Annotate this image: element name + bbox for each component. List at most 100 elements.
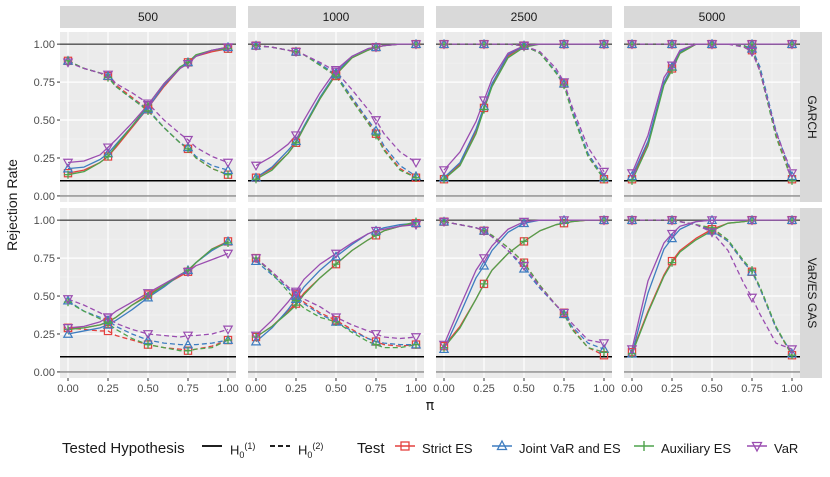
marker-triangle-down (438, 217, 450, 228)
marker-triangle-down (438, 40, 450, 50)
marker-triangle-down (746, 216, 758, 226)
marker-triangle-down (330, 67, 342, 77)
x-tick-label: 1.00 (781, 383, 802, 395)
legend-key-solid (202, 445, 222, 447)
marker-triangle-down (410, 158, 422, 168)
marker-plus (143, 340, 153, 349)
marker-plus (519, 237, 529, 246)
marker-triangle-down (330, 249, 342, 259)
y-tick-label: 0.50 (34, 291, 55, 303)
marker-triangle-down (558, 216, 570, 226)
marker-triangle-down (786, 40, 798, 50)
legend-label-strict-es: Strict ES (422, 441, 473, 456)
marker-triangle-down (746, 293, 758, 303)
legend-hypothesis-title: Tested Hypothesis (62, 440, 185, 457)
marker-triangle-down (626, 169, 638, 179)
series-line-var-h1 (631, 219, 792, 350)
marker-plus (439, 175, 449, 184)
marker-triangle-down (786, 216, 798, 226)
marker-triangle-down (478, 40, 490, 50)
marker-triangle-up (666, 232, 678, 243)
facet-strip-row-label: GARCH (805, 95, 819, 138)
facet-strip-row-garch (800, 32, 822, 202)
marker-triangle-down (142, 100, 154, 111)
marker-plus (747, 266, 757, 275)
panel-var-es-gas-5000: 0.00 0.25 0.50 0.75 1.00 (621, 208, 803, 395)
marker-plus (479, 105, 489, 114)
marker-triangle-down (706, 40, 718, 50)
marker-triangle-down (250, 254, 262, 264)
marker-triangle-down (102, 143, 114, 153)
marker-triangle-down (370, 116, 382, 126)
legend-label-joint: Joint VaR and ES (519, 441, 621, 456)
marker-triangle-down (142, 99, 154, 109)
marker-plus (371, 340, 381, 349)
marker-triangle-down (438, 340, 450, 351)
marker-triangle-down (518, 217, 530, 228)
x-tick-label: 0.25 (285, 383, 306, 395)
marker-triangle-down (370, 330, 382, 340)
marker-triangle-down (438, 166, 450, 176)
x-tick-label: 0.75 (741, 383, 762, 395)
marker-triangle-down (598, 216, 610, 226)
marker-triangle-down (102, 70, 114, 80)
marker-plus (183, 144, 193, 153)
marker-plus (479, 279, 489, 288)
marker-triangle-up (102, 319, 114, 329)
marker-triangle-down (786, 345, 798, 355)
marker-triangle-up (250, 255, 262, 266)
x-tick-label: 0.25 (473, 383, 494, 395)
facet-strip-col-500 (60, 6, 236, 28)
marker-triangle-down (746, 47, 758, 58)
marker-triangle-down (370, 226, 382, 237)
marker-plus (223, 335, 233, 345)
series-line-var-h2 (255, 45, 417, 164)
legend-label-h2: H0(2) (298, 441, 324, 460)
marker-triangle-down (626, 216, 638, 226)
y-tick-label: 0.75 (34, 253, 55, 265)
marker-triangle-down (182, 135, 194, 146)
panel-garch-1000 (248, 32, 424, 202)
facet-strip-row-label: VaR/ES GAS (805, 258, 819, 328)
marker-triangle-up (410, 217, 422, 228)
x-tick-label: 0.75 (177, 383, 198, 395)
marker-plus (223, 238, 233, 248)
marker-triangle-up (478, 260, 490, 270)
marker-triangle-up (746, 266, 758, 276)
marker-triangle-down (142, 289, 154, 299)
marker-plus (251, 175, 261, 184)
marker-triangle-down (598, 40, 610, 50)
series-line-joint-var-and-es-h2 (67, 300, 229, 346)
series-line-var-h2 (67, 298, 229, 338)
y-tick-label: 0.00 (34, 367, 55, 379)
marker-triangle-down (290, 287, 302, 297)
marker-triangle-down (598, 339, 610, 349)
marker-triangle-down (410, 40, 422, 50)
marker-triangle-down (290, 131, 302, 141)
marker-triangle-down (62, 158, 74, 168)
y-tick-label: 0.25 (34, 153, 55, 165)
marker-plus (183, 346, 193, 355)
marker-plus (371, 131, 381, 140)
legend-label-auxiliary: Auxiliary ES (661, 441, 732, 456)
marker-plus (63, 170, 73, 179)
marker-triangle-down (250, 331, 262, 341)
panel-var-es-gas-2500: 0.00 0.25 0.50 0.75 1.00 (433, 208, 615, 395)
marker-triangle-down (330, 66, 342, 76)
x-tick-label: 1.00 (405, 383, 426, 395)
marker-triangle-down (62, 324, 74, 334)
marker-triangle-down (478, 226, 490, 237)
marker-triangle-down (746, 40, 758, 50)
y-tick-label: 1.00 (34, 39, 55, 51)
marker-plus (103, 152, 113, 161)
marker-triangle-down (706, 228, 718, 238)
marker-triangle-down (370, 43, 382, 53)
marker-plus (411, 173, 421, 182)
marker-triangle-down (518, 41, 530, 52)
panel-garch-5000 (624, 32, 800, 202)
series-line-var-h1 (443, 219, 604, 345)
marker-triangle-down (626, 345, 638, 355)
x-tick-label: 0.00 (433, 383, 454, 395)
